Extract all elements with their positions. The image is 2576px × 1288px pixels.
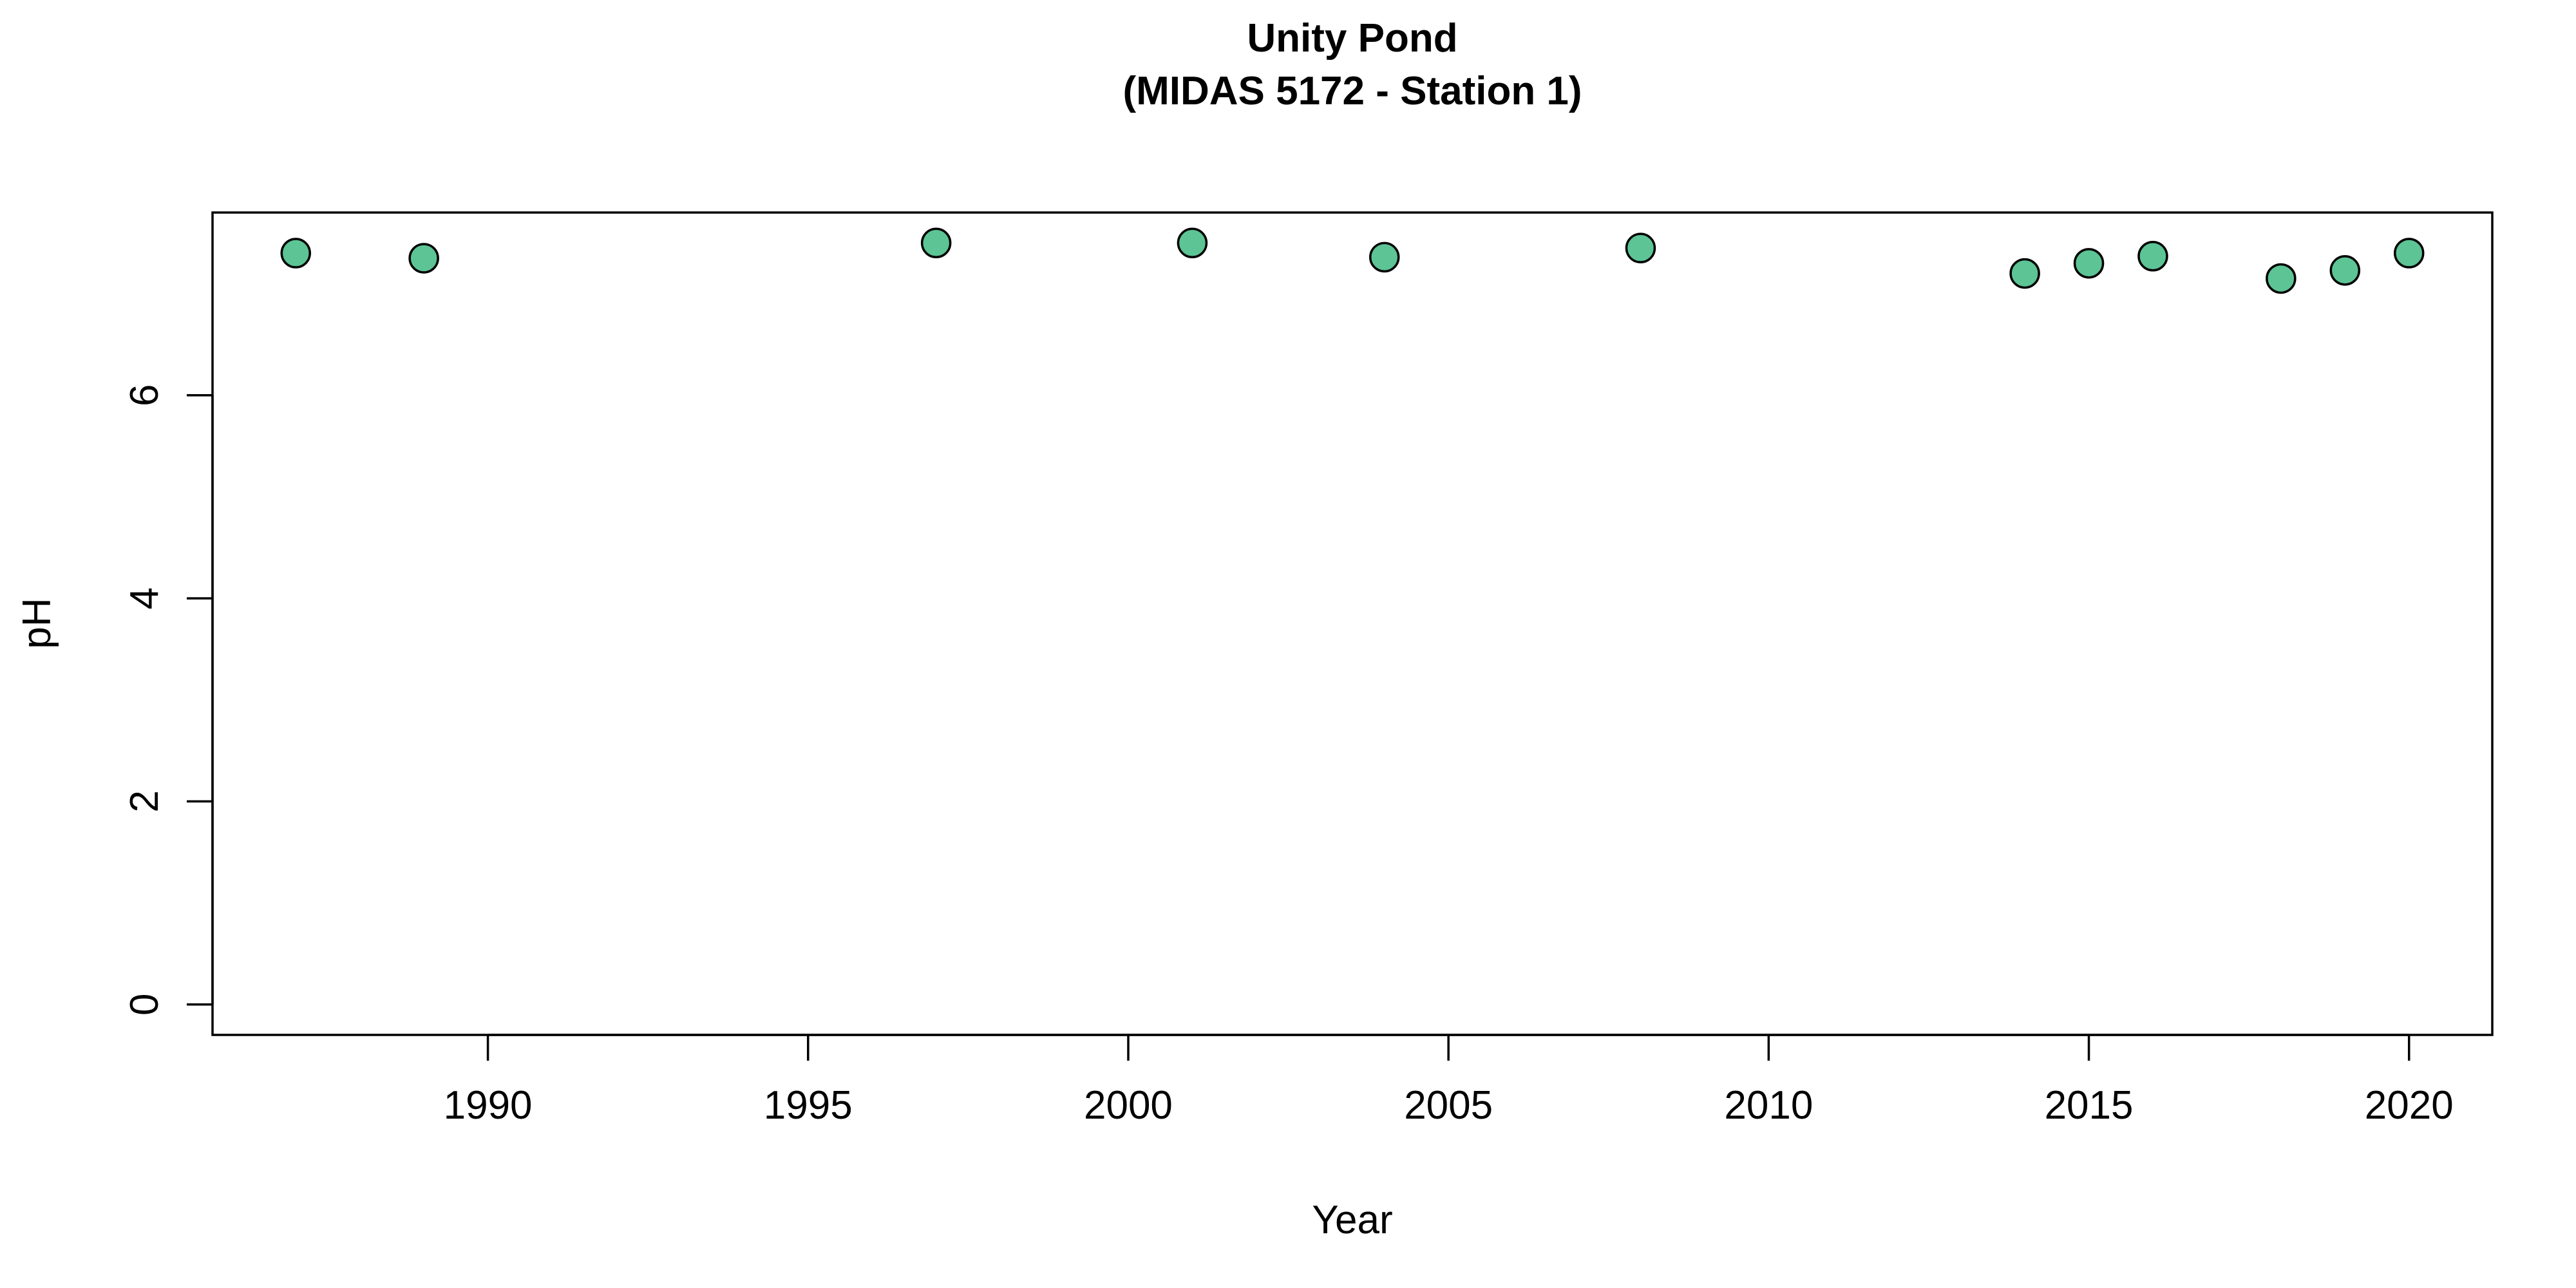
plot-area	[211, 211, 2494, 1036]
x-axis-label: Year	[1312, 1198, 1392, 1242]
data-points	[280, 227, 2425, 294]
data-point	[280, 238, 312, 269]
chart-subtitle: (MIDAS 5172 - Station 1)	[1122, 69, 1582, 113]
x-axis: 1990 1995 2000 2005 2010 2015 2020	[444, 1034, 2454, 1128]
y-tick-label: 0	[122, 993, 167, 1015]
x-tick-label: 2005	[1404, 1083, 1493, 1128]
y-tick-label: 2	[122, 790, 167, 812]
x-tick-label: 2020	[2365, 1083, 2454, 1128]
x-tick-label: 2000	[1084, 1083, 1173, 1128]
data-point	[2009, 258, 2040, 289]
y-axis: 0 2 4 6	[122, 384, 214, 1016]
chart-title: Unity Pond	[1247, 16, 1457, 61]
x-tick-label: 2015	[2045, 1083, 2134, 1128]
data-point	[2393, 238, 2425, 269]
data-point	[2073, 248, 2105, 279]
y-axis-label: pH	[15, 598, 59, 649]
data-point	[2137, 241, 2168, 272]
x-tick-label: 2010	[1724, 1083, 1813, 1128]
data-point	[2266, 263, 2297, 294]
y-tick-label: 4	[122, 587, 167, 609]
data-point	[408, 243, 439, 274]
y-tick-label: 6	[122, 384, 167, 406]
data-point	[1625, 232, 1656, 263]
data-point	[1368, 242, 1400, 273]
data-point	[2329, 255, 2361, 286]
data-point	[1177, 227, 1208, 259]
x-tick-label: 1995	[764, 1083, 853, 1128]
x-tick-label: 1990	[444, 1083, 533, 1128]
data-point	[920, 227, 952, 259]
